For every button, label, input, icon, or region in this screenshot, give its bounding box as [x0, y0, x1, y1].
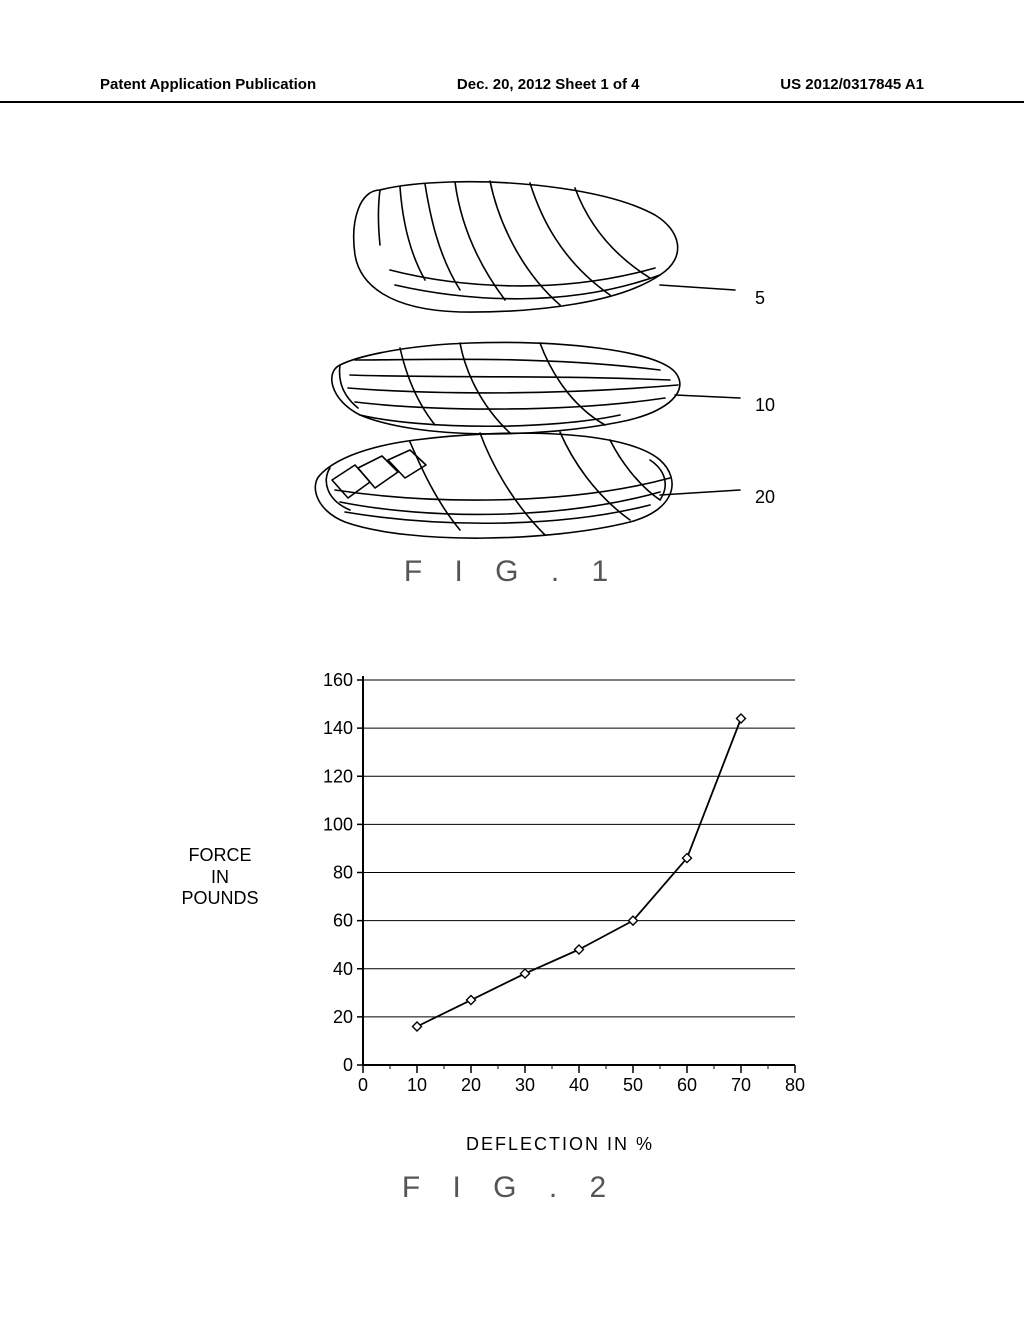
- svg-text:100: 100: [323, 814, 353, 834]
- svg-text:70: 70: [731, 1075, 751, 1095]
- x-axis-label: DEFLECTION IN %: [315, 1134, 805, 1155]
- svg-text:50: 50: [623, 1075, 643, 1095]
- svg-text:120: 120: [323, 766, 353, 786]
- svg-text:40: 40: [569, 1075, 589, 1095]
- svg-text:20: 20: [461, 1075, 481, 1095]
- figure-2: FORCE IN POUNDS 0 20 40 60 80 100 120 140 160 0 10…: [170, 650, 850, 1210]
- svg-text:140: 140: [323, 718, 353, 738]
- svg-text:40: 40: [333, 959, 353, 979]
- svg-text:80: 80: [785, 1075, 805, 1095]
- svg-text:60: 60: [333, 911, 353, 931]
- header-right: US 2012/0317845 A1: [780, 76, 924, 93]
- svg-text:80: 80: [333, 863, 353, 883]
- svg-text:20: 20: [333, 1007, 353, 1027]
- fig1-label-5: 5: [755, 288, 765, 309]
- y-axis-label-1: FORCE: [180, 845, 260, 867]
- fig1-label-20: 20: [755, 487, 775, 508]
- svg-text:30: 30: [515, 1075, 535, 1095]
- svg-text:0: 0: [343, 1055, 353, 1075]
- force-deflection-chart: 0 20 40 60 80 100 120 140 160 0 10 20 30 40 50 60 70 80: [315, 670, 805, 1130]
- y-axis-label-3: POUNDS: [180, 888, 260, 910]
- figure-1: [260, 160, 760, 590]
- svg-text:160: 160: [323, 670, 353, 690]
- chart-area: 02040608010012014016001020304050607080: [315, 670, 805, 1090]
- figure-2-caption: F I G . 2: [170, 1171, 850, 1205]
- fig1-label-10: 10: [755, 395, 775, 416]
- svg-text:60: 60: [677, 1075, 697, 1095]
- svg-text:0: 0: [358, 1075, 368, 1095]
- page-header: Patent Application Publication Dec. 20, …: [0, 76, 1024, 103]
- y-axis-label: FORCE IN POUNDS: [180, 845, 260, 910]
- y-axis-label-2: IN: [180, 867, 260, 889]
- figure-1-caption: F I G . 1: [0, 555, 1024, 589]
- header-left: Patent Application Publication: [100, 76, 316, 93]
- shoe-exploded-drawing: [260, 160, 780, 560]
- svg-text:10: 10: [407, 1075, 427, 1095]
- header-center: Dec. 20, 2012 Sheet 1 of 4: [457, 76, 640, 93]
